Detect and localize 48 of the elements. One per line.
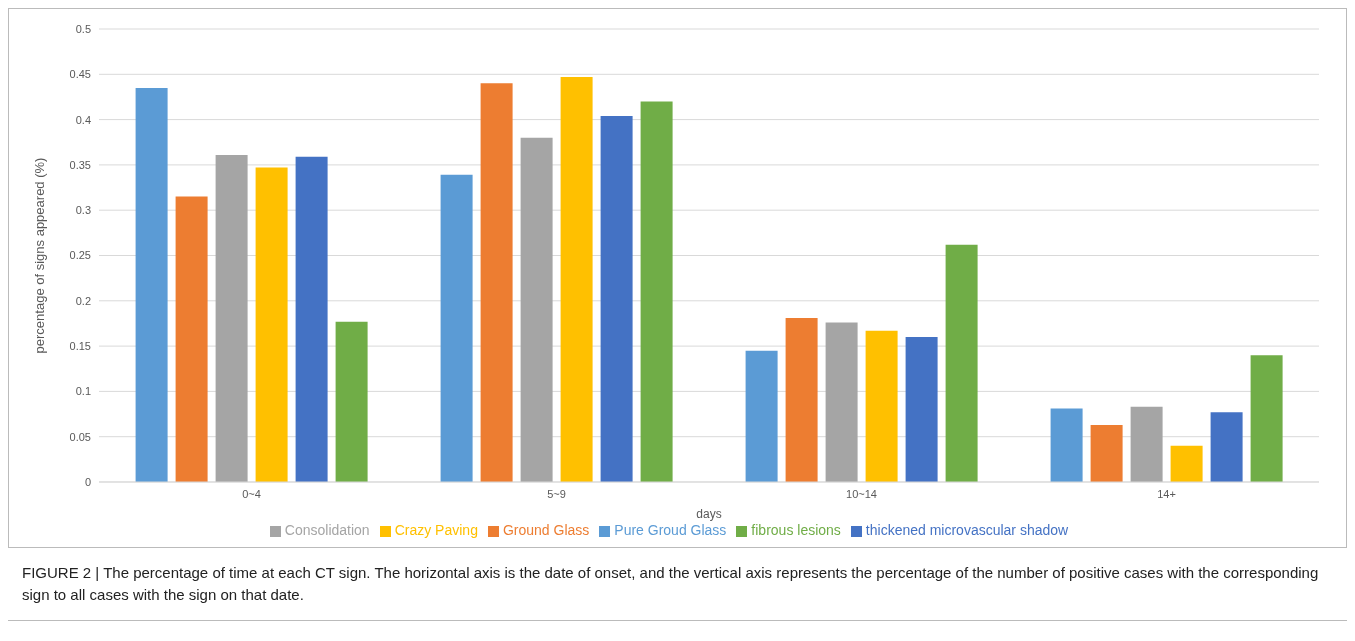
bar (255, 167, 288, 482)
y-tick-label: 0.1 (75, 385, 91, 398)
y-tick-label: 0.2 (75, 294, 91, 307)
legend-label: Pure Groud Glass (614, 522, 727, 538)
bar (825, 322, 858, 482)
bar (785, 318, 818, 482)
bar (905, 337, 938, 482)
y-tick-label: 0.25 (69, 249, 91, 262)
bar (215, 154, 248, 482)
y-tick-label: 0.05 (69, 430, 91, 443)
y-tick-label: 0.35 (69, 158, 91, 171)
x-tick-label: 14+ (1157, 487, 1176, 500)
x-axis-title: days (696, 507, 722, 521)
legend-label: Crazy Paving (394, 522, 478, 538)
bar (745, 350, 778, 482)
x-tick-label: 10~14 (846, 487, 877, 500)
x-tick-label: 5~9 (547, 487, 566, 500)
bar (135, 87, 168, 482)
y-tick-label: 0.3 (75, 204, 91, 217)
bar (175, 196, 208, 482)
bar (945, 244, 978, 482)
y-tick-label: 0.4 (75, 113, 91, 126)
y-axis-title: percentage of signs appeared (%) (31, 157, 47, 354)
bar (600, 115, 633, 482)
y-tick-label: 0.45 (69, 68, 91, 81)
legend-label: Ground Glass (502, 522, 590, 538)
x-tick-label: 0~4 (242, 487, 261, 500)
bar (1210, 412, 1243, 482)
legend-label: fibrous lesions (751, 522, 841, 538)
caption: FIGURE 2 | The percentage of time at each CT sign. The horizontal axis is the date of onset, and the vertical axis represents the percentage of the number of positive cases with the corresponding sign to all cases with the sign on that date. (8, 548, 1347, 621)
legend-label: Consolidation (284, 522, 370, 538)
bar (865, 330, 898, 482)
bar (640, 101, 673, 482)
bar (480, 83, 513, 482)
legend-label: thickened microvascular shadow (865, 522, 1069, 538)
bar (560, 77, 593, 482)
bar (1050, 408, 1083, 482)
y-tick-label: 0 (84, 475, 91, 488)
bar (1130, 406, 1163, 482)
y-tick-label: 0.15 (69, 340, 91, 353)
y-tick-label: 0.5 (75, 22, 91, 35)
bar (440, 174, 473, 482)
bar (335, 321, 368, 482)
bar (1090, 424, 1123, 482)
bar (1250, 355, 1283, 482)
bar (520, 137, 553, 482)
bar (1170, 445, 1203, 482)
bar (295, 156, 328, 482)
